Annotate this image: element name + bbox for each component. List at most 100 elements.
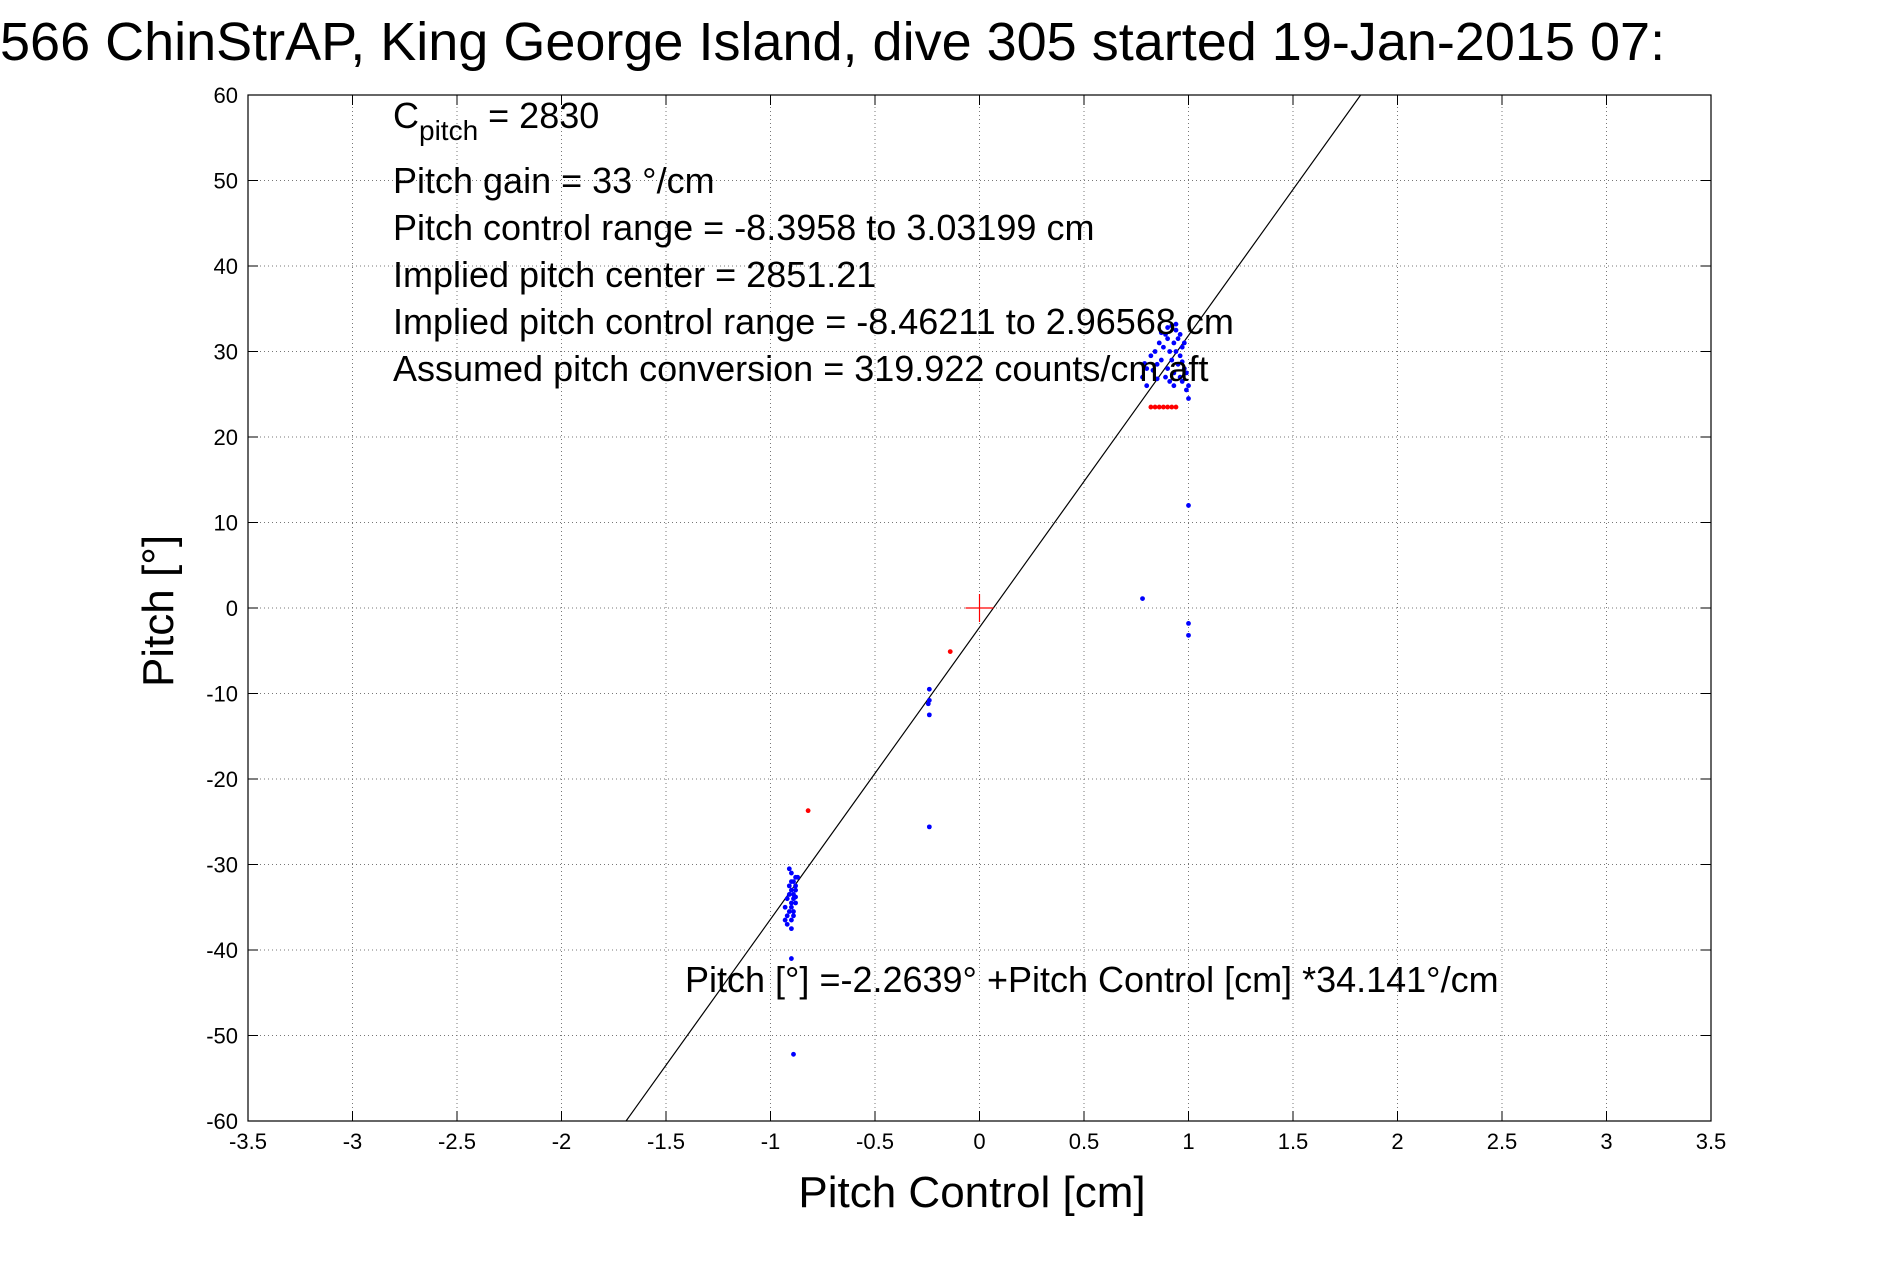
y-tick-label: 30 <box>214 340 238 365</box>
good-point <box>1184 387 1189 393</box>
good-point <box>1152 349 1158 354</box>
good-point <box>926 686 932 692</box>
good-point <box>1169 323 1175 329</box>
good-point <box>1173 327 1179 333</box>
good-point <box>1181 366 1187 371</box>
good-point <box>1167 349 1173 354</box>
y-tick-label: 0 <box>226 596 238 621</box>
good-point <box>1175 361 1181 367</box>
good-point <box>786 909 792 914</box>
x-tick-label: -1.5 <box>647 1129 685 1154</box>
good-point <box>789 900 794 906</box>
good-point <box>1165 366 1170 371</box>
good-point <box>925 701 931 707</box>
annotation-block: Cpitch = 2830 Pitch gain = 33 °/cm Pitch… <box>393 95 1499 1000</box>
good-point <box>1156 340 1162 346</box>
good-point <box>791 909 796 914</box>
x-tick-label: -1 <box>761 1129 781 1154</box>
x-tick-label: 0 <box>973 1129 985 1154</box>
good-point <box>1184 370 1189 376</box>
x-tick-label: 1.5 <box>1278 1129 1309 1154</box>
good-point <box>789 956 794 961</box>
good-point <box>782 917 788 923</box>
axes: -3.5 -3 -2.5 -2 -1.5 -1 -0.5 0 0.5 1 1.5 2 2.5 3 3.5 60… <box>206 83 1726 1154</box>
good-point <box>1144 383 1150 389</box>
good-point <box>1148 353 1154 359</box>
good-point <box>793 900 798 906</box>
good-point <box>1165 325 1170 330</box>
good-point <box>1186 503 1191 508</box>
good-point <box>784 896 790 902</box>
x-tick-label: 0.5 <box>1069 1129 1100 1154</box>
flagged-point <box>1148 404 1154 410</box>
good-point <box>1173 349 1179 354</box>
good-point <box>789 879 794 884</box>
good-point <box>1171 340 1177 346</box>
x-tick-label: 3.5 <box>1696 1129 1727 1154</box>
good-point <box>786 892 792 897</box>
good-point <box>1167 379 1173 384</box>
y-tick-label: 40 <box>214 254 238 279</box>
good-point <box>789 904 794 910</box>
good-point <box>789 926 794 932</box>
good-point <box>1158 357 1164 363</box>
good-point <box>1169 357 1175 363</box>
good-point <box>793 883 798 889</box>
good-point <box>1163 332 1168 337</box>
flagged-point <box>1161 404 1166 410</box>
good-point <box>1186 632 1191 638</box>
good-point <box>786 883 792 889</box>
y-tick-label: -20 <box>206 767 238 792</box>
y-axis-label: Pitch [°] <box>134 535 183 687</box>
good-point <box>1158 330 1164 336</box>
y-tick-label: 60 <box>214 83 238 108</box>
pitch-gain-annotation: Pitch gain = 33 °/cm <box>393 160 715 201</box>
good-point <box>1161 344 1166 350</box>
flagged-point <box>1152 404 1158 410</box>
x-tick-label: 2.5 <box>1487 1129 1518 1154</box>
good-point <box>1142 361 1148 366</box>
good-point <box>1179 344 1185 350</box>
good-point <box>1186 383 1191 389</box>
good-point <box>1177 332 1183 337</box>
good-point <box>786 866 792 872</box>
y-tick-label: -30 <box>206 853 238 878</box>
fit-equation-annotation: Pitch [°] =-2.2639° +Pitch Control [cm] … <box>685 959 1499 1000</box>
good-point <box>784 913 790 919</box>
good-point <box>1186 620 1191 626</box>
good-point <box>1150 367 1156 373</box>
good-point <box>1177 374 1183 380</box>
flagged-point <box>1165 404 1170 410</box>
x-tick-label: 1 <box>1182 1129 1194 1154</box>
c-pitch-annotation: Cpitch = 2830 <box>393 95 599 146</box>
x-tick-label: -2 <box>552 1129 572 1154</box>
good-point <box>1140 596 1145 601</box>
good-point <box>1154 376 1160 382</box>
good-point <box>1173 321 1179 327</box>
x-tick-label: -3 <box>343 1129 363 1154</box>
good-point <box>1186 396 1191 401</box>
good-point <box>1171 383 1177 389</box>
fit-line-group <box>625 95 1362 1121</box>
y-tick-label: -60 <box>206 1109 238 1134</box>
x-tick-label: -2.5 <box>438 1129 476 1154</box>
x-axis-label: Pitch Control [cm] <box>798 1168 1145 1217</box>
chart-title: 566 ChinStrAP, King George Island, dive … <box>0 12 1665 72</box>
good-point <box>793 887 798 893</box>
good-point <box>784 921 790 927</box>
assumed-conversion-annotation: Assumed pitch conversion = 319.922 count… <box>393 348 1208 389</box>
y-tick-label: 10 <box>214 511 238 536</box>
x-tick-label: -0.5 <box>856 1129 894 1154</box>
flagged-point <box>1169 404 1175 410</box>
good-point <box>791 913 796 919</box>
x-tick-label: -3.5 <box>229 1129 267 1154</box>
y-tick-label: -50 <box>206 1024 238 1049</box>
good-point <box>926 824 932 830</box>
good-point <box>1175 336 1181 342</box>
good-point <box>1165 336 1170 342</box>
y-tick-label: 20 <box>214 425 238 450</box>
good-point <box>793 894 798 900</box>
good-point <box>1179 379 1185 384</box>
good-point <box>1163 374 1168 380</box>
